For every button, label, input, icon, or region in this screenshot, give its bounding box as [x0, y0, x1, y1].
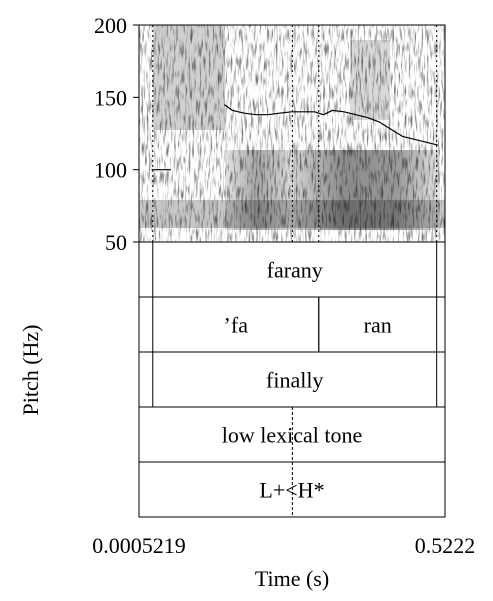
y-tick-label-1: 100 — [94, 158, 127, 183]
y-tick-label-3: 200 — [94, 13, 127, 38]
x-axis-label: Time (s) — [255, 566, 329, 591]
y-tick-label-2: 150 — [94, 85, 127, 110]
y-axis-label: Pitch (Hz) — [18, 324, 43, 415]
tier-2-label-0: finally — [266, 368, 323, 393]
segment-boundaries — [152, 25, 438, 242]
y-axis-ticks: 50 100 150 200 — [94, 13, 139, 255]
pitch-series-1 — [223, 104, 438, 146]
pitch-contour — [151, 104, 438, 171]
tier-0-label-0: farany — [267, 258, 323, 283]
y-tick-label-0: 50 — [105, 230, 127, 255]
x-tick-end: 0.5222 — [415, 533, 476, 558]
tier-1-label-1: ran — [364, 313, 392, 338]
x-tick-start: 0.0005219 — [92, 533, 186, 558]
tier-1 — [138, 296, 446, 353]
spectrogram — [139, 25, 445, 242]
tier-1-label-0: ’fa — [224, 313, 249, 338]
